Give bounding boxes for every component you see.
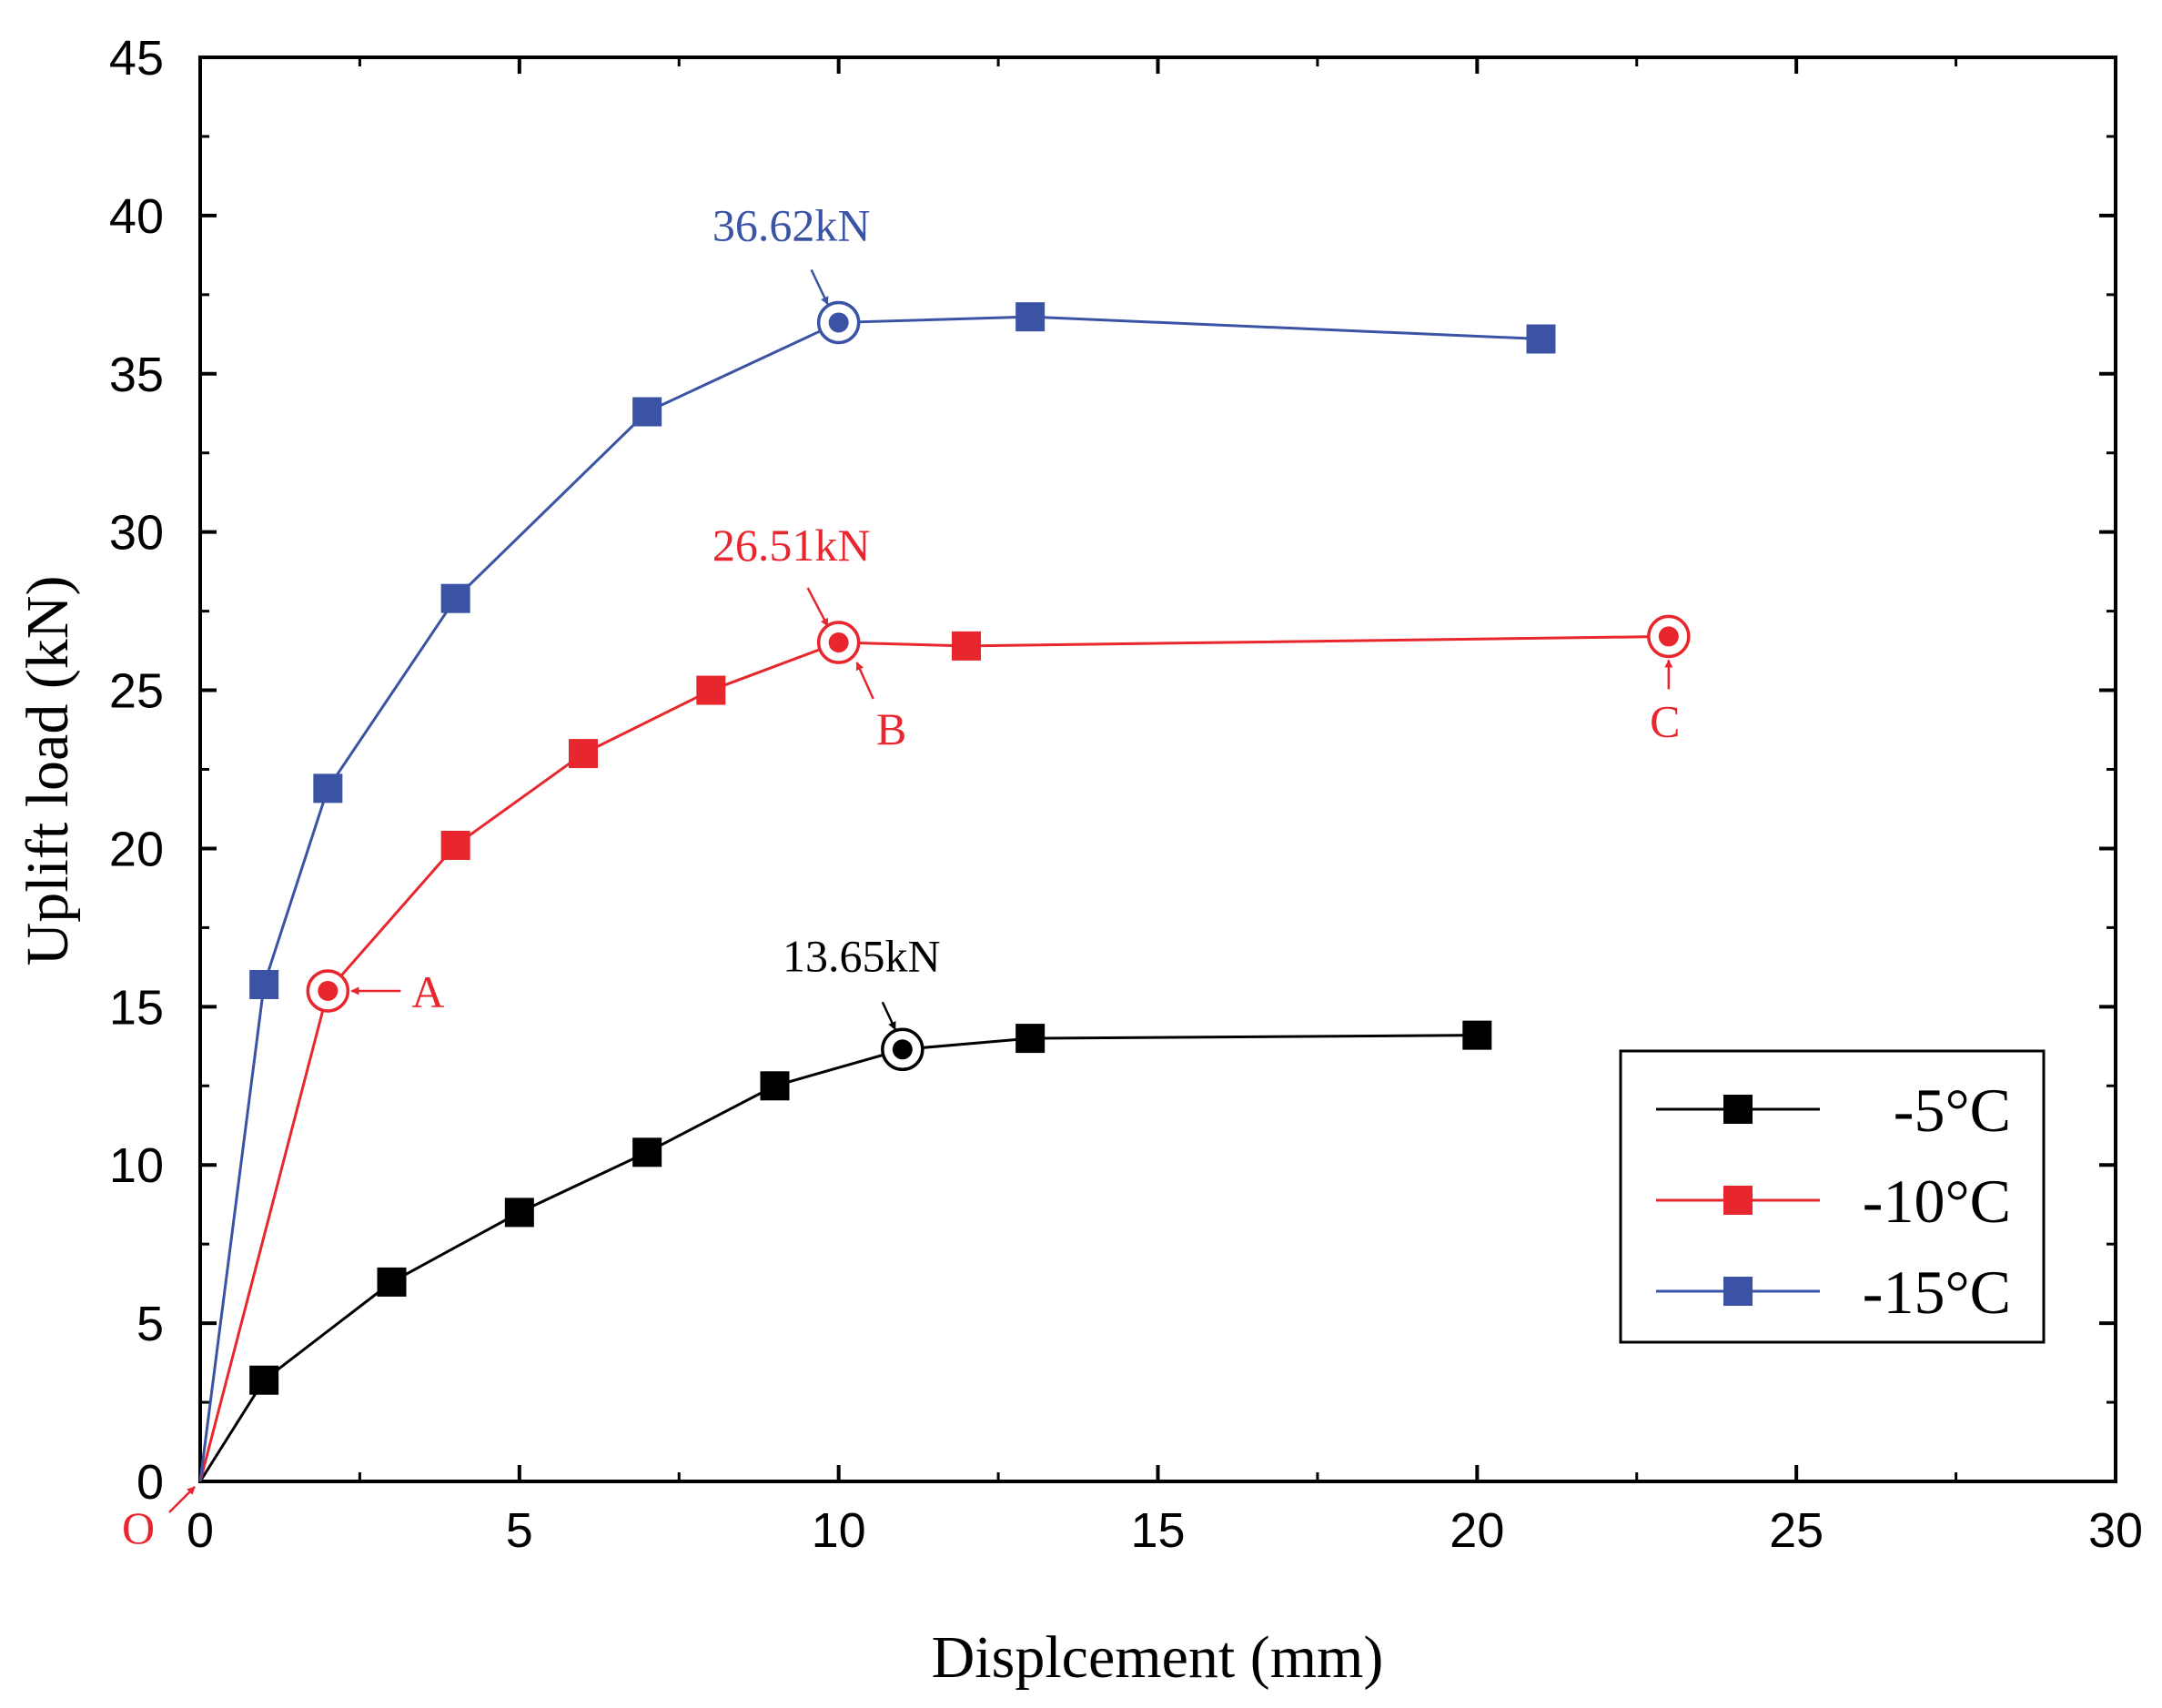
series-1 [198, 614, 1691, 1482]
series-1-circle-dot-1 [318, 980, 338, 1001]
annotation-arrow-4 [855, 662, 874, 700]
annotation-layer: 36.62kN 26.51kN 13.65kN A B C O [122, 199, 1681, 1553]
x-axis-ticks: 0 5 10 15 20 25 30 [187, 57, 2143, 1558]
annotation-label-0: 36.62kN [712, 199, 871, 250]
series-0-point-4 [632, 1137, 662, 1167]
annotation-label-4: B [876, 703, 906, 754]
legend-label-1: -10°C [1863, 1167, 2011, 1236]
series-1-point-6 [952, 631, 981, 661]
legend-item-0: -5°C [1656, 1076, 2011, 1145]
annotation-arrow-0 [810, 268, 829, 306]
y-tick-label-5: 25 [109, 664, 164, 719]
y-axis-ticks: 0 5 10 15 20 25 30 35 40 45 [109, 31, 2116, 1510]
series-2 [198, 300, 1556, 1482]
annotation-label-1: 26.51kN [712, 520, 871, 571]
series-0-point-8 [1462, 1020, 1492, 1050]
y-tick-label-0: 0 [136, 1455, 164, 1510]
series-1-point-3 [569, 739, 598, 769]
x-tick-label-3: 15 [1130, 1503, 1185, 1558]
legend: -5°C -10°C -15°C [1619, 1049, 2046, 1344]
x-tick-label-0: 0 [187, 1503, 214, 1558]
y-tick-label-7: 35 [109, 348, 164, 402]
annotation-arrow-2 [881, 1001, 896, 1031]
series-0-point-7 [1015, 1024, 1046, 1054]
series-0 [198, 1020, 1492, 1482]
y-tick-label-9: 45 [109, 31, 164, 86]
series-2-point-6 [1015, 302, 1046, 332]
series-0-point-5 [760, 1071, 790, 1101]
legend-marker-2 [1723, 1277, 1753, 1306]
series-2-point-2 [313, 773, 343, 803]
y-tick-label-3: 15 [109, 980, 164, 1035]
annotation-5: C [1650, 659, 1681, 746]
series-2-point-7 [1526, 324, 1556, 354]
legend-item-2: -15°C [1656, 1258, 2011, 1327]
annotation-4: B [855, 662, 906, 754]
series-line-2 [198, 315, 1541, 1482]
series-0-circle-dot-6 [892, 1039, 913, 1060]
x-axis-title: Displcement (mm) [932, 1624, 1384, 1691]
series-layer [198, 300, 1691, 1482]
x-tick-label-6: 30 [2088, 1503, 2143, 1558]
legend-marker-0 [1723, 1095, 1753, 1124]
series-line-0 [198, 1034, 1478, 1482]
annotation-2: 13.65kN [783, 930, 941, 1031]
annotation-6: O [122, 1486, 196, 1553]
y-tick-label-8: 40 [109, 189, 164, 244]
x-tick-label-2: 10 [812, 1503, 866, 1558]
series-2-point-4 [632, 397, 662, 427]
legend-label-2: -15°C [1863, 1258, 2011, 1327]
x-tick-label-1: 5 [506, 1503, 533, 1558]
annotation-label-2: 13.65kN [783, 930, 941, 981]
y-tick-label-2: 10 [109, 1138, 164, 1193]
annotation-arrow-1 [806, 587, 829, 627]
series-2-point-1 [249, 969, 279, 999]
series-0-point-1 [249, 1365, 279, 1395]
annotation-1: 26.51kN [712, 520, 871, 627]
y-tick-label-4: 20 [109, 822, 164, 876]
annotation-label-6: O [122, 1502, 155, 1553]
legend-label-0: -5°C [1894, 1076, 2011, 1145]
x-tick-label-5: 25 [1769, 1503, 1824, 1558]
annotation-0: 36.62kN [712, 199, 871, 306]
annotation-3: A [350, 966, 444, 1017]
legend-box [1619, 1049, 2046, 1344]
y-axis-title: Uplift load (kN) [15, 576, 81, 966]
annotation-label-5: C [1650, 695, 1680, 746]
y-tick-label-6: 30 [109, 506, 164, 561]
y-tick-label-1: 5 [136, 1297, 164, 1351]
series-1-point-4 [696, 675, 726, 705]
series-line-1 [198, 634, 1669, 1482]
legend-marker-1 [1723, 1186, 1753, 1215]
annotation-label-3: A [411, 966, 444, 1017]
series-1-circle-dot-5 [828, 632, 849, 653]
x-tick-label-4: 20 [1450, 1503, 1504, 1558]
series-0-point-3 [504, 1198, 534, 1228]
series-2-point-3 [440, 583, 470, 613]
series-1-circle-dot-7 [1658, 626, 1679, 647]
legend-item-1: -10°C [1656, 1167, 2011, 1236]
series-1-point-2 [440, 830, 470, 860]
series-0-point-2 [377, 1267, 407, 1297]
series-2-circle-dot-5 [828, 312, 849, 333]
annotation-arrow-6 [168, 1486, 196, 1513]
